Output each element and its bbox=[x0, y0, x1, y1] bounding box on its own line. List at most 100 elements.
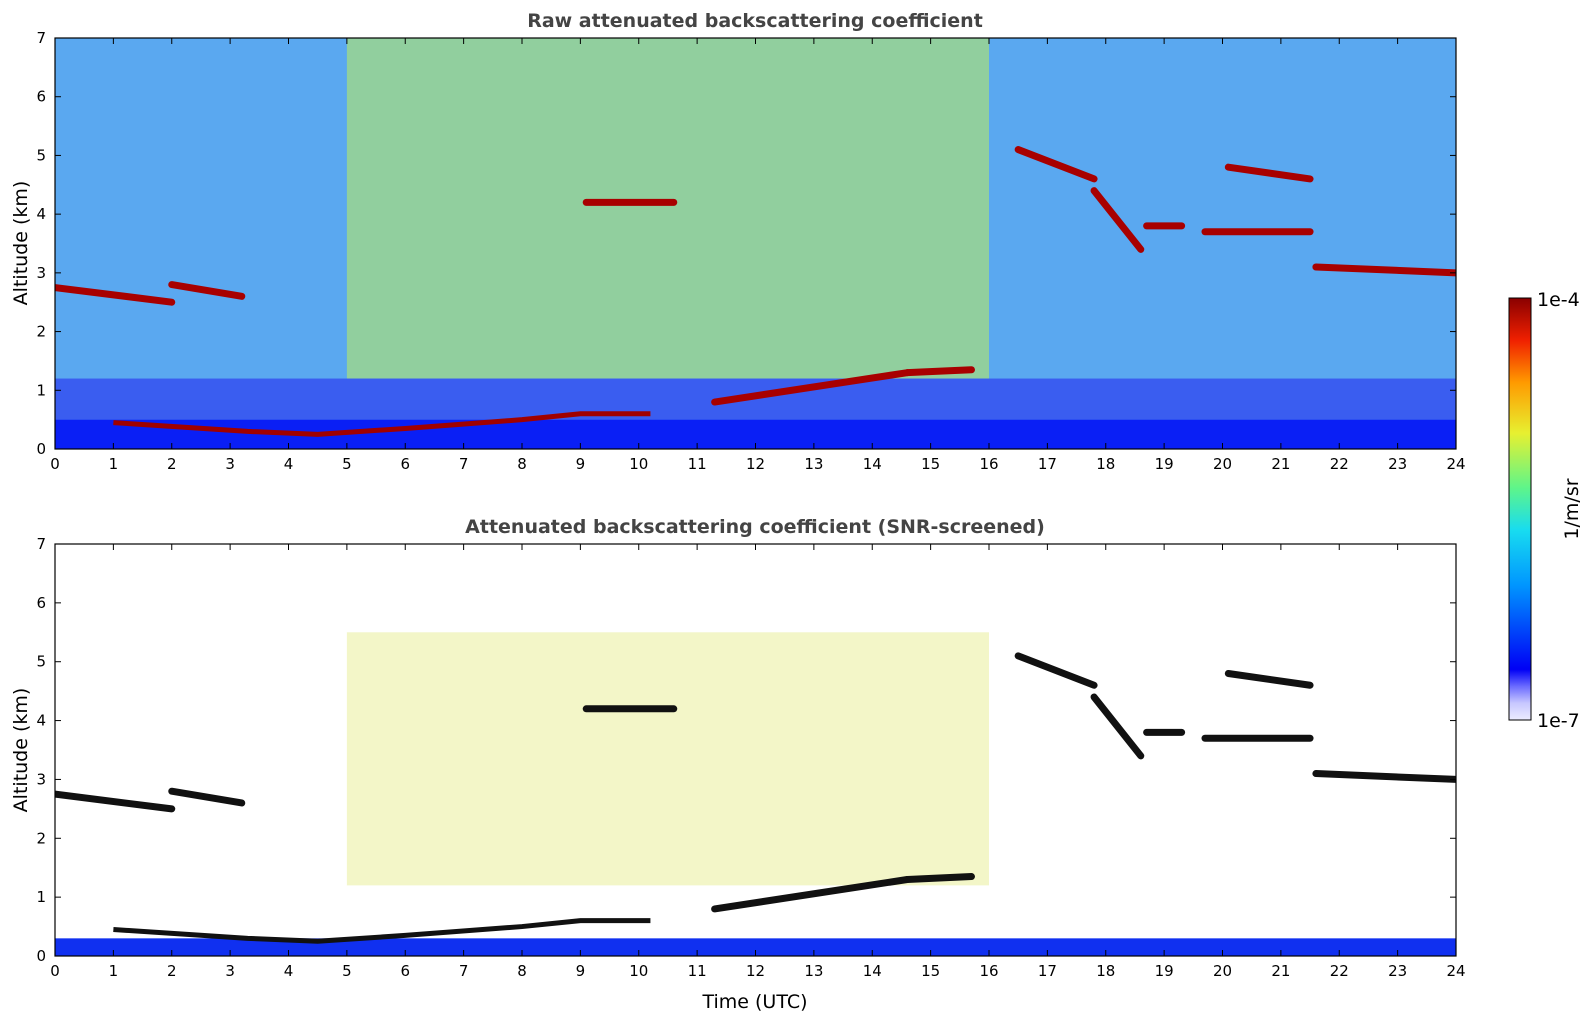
panel-screened-xtick-label: 6 bbox=[400, 962, 410, 980]
panel-screened-ytick-label: 0 bbox=[36, 947, 46, 965]
panel-raw-xtick-label: 11 bbox=[688, 455, 707, 473]
panel-screened-xtick-label: 22 bbox=[1330, 962, 1349, 980]
panel-raw-boundary-layer bbox=[113, 411, 651, 437]
colorbar-unit-label: 1/m/sr bbox=[1561, 478, 1583, 539]
panel-raw-xtick-label: 2 bbox=[167, 455, 177, 473]
panel-screened-xtick-label: 0 bbox=[50, 962, 60, 980]
panel-screened-boundary-layer bbox=[113, 918, 651, 944]
panel-screened-xtick-label: 8 bbox=[517, 962, 527, 980]
panel-raw-ytick-label: 6 bbox=[36, 88, 46, 106]
panel-screened-xtick-label: 10 bbox=[629, 962, 648, 980]
colorbar-min-label: 1e-7 bbox=[1537, 710, 1580, 732]
panel-screened-xtick-label: 1 bbox=[109, 962, 119, 980]
panel-raw-cloud-layer-5 bbox=[1014, 146, 1098, 183]
panel-raw-cloud-layer-3 bbox=[711, 369, 911, 406]
panel-screened-ytick-label: 2 bbox=[36, 829, 46, 847]
panel-raw-xtick-label: 15 bbox=[921, 455, 940, 473]
panel-screened-cloud-layer-3 bbox=[711, 875, 911, 913]
panel-raw-xtick-label: 18 bbox=[1096, 455, 1115, 473]
panel-raw-xtick-label: 19 bbox=[1155, 455, 1174, 473]
panel-screened-ytick-label: 7 bbox=[36, 535, 46, 553]
panel-screened-xtick-label: 20 bbox=[1213, 962, 1232, 980]
panel-raw-xtick-label: 1 bbox=[109, 455, 119, 473]
panel-raw-xtick-label: 9 bbox=[576, 455, 586, 473]
panel-raw-daytime-noise bbox=[346, 38, 989, 379]
panel-raw-xtick-label: 21 bbox=[1271, 455, 1290, 473]
panel-screened-xtick-label: 11 bbox=[688, 962, 707, 980]
panel-screened-cloud-layer-1 bbox=[168, 787, 246, 807]
panel-raw-ytick-label: 5 bbox=[36, 146, 46, 164]
panel-screened-ytick-label: 3 bbox=[36, 770, 46, 788]
panel-raw-heatmap bbox=[55, 38, 1456, 449]
panel-screened-xtick-label: 24 bbox=[1446, 962, 1465, 980]
panel-raw-xtick-label: 10 bbox=[629, 455, 648, 473]
panel-raw-xtick-label: 22 bbox=[1330, 455, 1349, 473]
panel-raw-xtick-label: 6 bbox=[400, 455, 410, 473]
panel-screened-xlabel: Time (UTC) bbox=[701, 991, 807, 1013]
panel-screened-ytick-label: 6 bbox=[36, 594, 46, 612]
panel-screened-cloud-layer-9 bbox=[1224, 669, 1314, 689]
panel-raw-cloud-layer-10 bbox=[1312, 263, 1456, 277]
panel-raw-xtick-label: 12 bbox=[746, 455, 765, 473]
panel-screened-axes: 0 1 2 3 4 5 6 7 8 9 10 11 12 13 14 15 16 17 18 19 20 21 22 23 24… bbox=[36, 535, 1465, 980]
panel-raw-xtick-label: 24 bbox=[1446, 455, 1465, 473]
panel-raw-xtick-label: 13 bbox=[804, 455, 823, 473]
panel-raw-cloud-layer-1 bbox=[168, 281, 246, 300]
panel-screened-cloud-layer-10 bbox=[1312, 770, 1456, 783]
panel-raw-ytick-label: 7 bbox=[36, 29, 46, 47]
panel-raw-ylabel: Altitude (km) bbox=[10, 181, 32, 306]
panel-raw-xtick-label: 14 bbox=[863, 455, 882, 473]
panel-raw-ytick-label: 2 bbox=[36, 323, 46, 341]
panel-screened-xtick-label: 18 bbox=[1096, 962, 1115, 980]
panel-raw-ytick-label: 3 bbox=[36, 264, 46, 282]
panel-raw-xtick-label: 20 bbox=[1213, 455, 1232, 473]
panel-raw-axes: 0 1 2 3 4 5 6 7 8 9 10 11 12 13 14 15 16 17 18 19 20 21 22 23 24… bbox=[36, 29, 1465, 473]
colorbar: 1e-4 1e-7 1/m/sr bbox=[1508, 289, 1583, 732]
panel-screened-xtick-label: 12 bbox=[746, 962, 765, 980]
panel-screened-xtick-label: 15 bbox=[921, 962, 940, 980]
panel-raw-cloud-layer-9 bbox=[1224, 163, 1314, 183]
panel-screened-xtick-label: 5 bbox=[342, 962, 352, 980]
panel-raw-xtick-label: 16 bbox=[979, 455, 998, 473]
panel-raw-xtick-label: 0 bbox=[50, 455, 60, 473]
panel-screened-xtick-label: 17 bbox=[1038, 962, 1057, 980]
panel-screened-daytime-noise bbox=[346, 632, 989, 886]
panel-screened-xtick-label: 14 bbox=[863, 962, 882, 980]
panel-raw-xtick-label: 8 bbox=[517, 455, 527, 473]
panel-raw-ytick-label: 1 bbox=[36, 381, 46, 399]
panel-screened-cloud-layer-4 bbox=[903, 873, 975, 883]
panel-raw-cloud-layer-0 bbox=[55, 284, 176, 306]
panel-screened-xtick-label: 7 bbox=[459, 962, 469, 980]
panel-screened-xtick-label: 23 bbox=[1388, 962, 1407, 980]
panel-screened-cloud-layer-6 bbox=[1090, 693, 1145, 760]
panel-screened-xtick-label: 19 bbox=[1155, 962, 1174, 980]
colorbar-max-label: 1e-4 bbox=[1537, 289, 1580, 311]
panel-screened-cloud-layer-0 bbox=[55, 790, 176, 813]
panel-raw-xtick-label: 4 bbox=[284, 455, 294, 473]
panel-screened-xtick-label: 21 bbox=[1271, 962, 1290, 980]
panel-screened-xtick-label: 13 bbox=[804, 962, 823, 980]
panel-screened-xtick-label: 16 bbox=[979, 962, 998, 980]
colorbar-gradient bbox=[1508, 297, 1532, 721]
panel-raw: Raw attenuated backscattering coefficien… bbox=[10, 10, 1466, 473]
panel-screened-xtick-label: 3 bbox=[225, 962, 235, 980]
panel-screened: Attenuated backscattering coefficient (S… bbox=[10, 516, 1466, 1013]
panel-raw-cloud-layer-6 bbox=[1090, 187, 1145, 253]
panel-raw-cloud-layer-4 bbox=[903, 366, 975, 377]
panel-screened-ylabel: Altitude (km) bbox=[10, 688, 32, 813]
panel-screened-xtick-label: 2 bbox=[167, 962, 177, 980]
panel-screened-xtick-label: 9 bbox=[576, 962, 586, 980]
panel-screened-cloud-layer-5 bbox=[1014, 652, 1098, 689]
panel-raw-xtick-label: 23 bbox=[1388, 455, 1407, 473]
panel-raw-ytick-label: 0 bbox=[36, 440, 46, 458]
panel-raw-xtick-label: 7 bbox=[459, 455, 469, 473]
panel-raw-xtick-label: 3 bbox=[225, 455, 235, 473]
panel-raw-xtick-label: 17 bbox=[1038, 455, 1057, 473]
panel-screened-ytick-label: 5 bbox=[36, 653, 46, 671]
panel-screened-ytick-label: 4 bbox=[36, 712, 46, 730]
panel-screened-ytick-label: 1 bbox=[36, 888, 46, 906]
panel-raw-ytick-label: 4 bbox=[36, 205, 46, 223]
panel-raw-xtick-label: 5 bbox=[342, 455, 352, 473]
panel-raw-title: Raw attenuated backscattering coefficien… bbox=[527, 10, 983, 32]
